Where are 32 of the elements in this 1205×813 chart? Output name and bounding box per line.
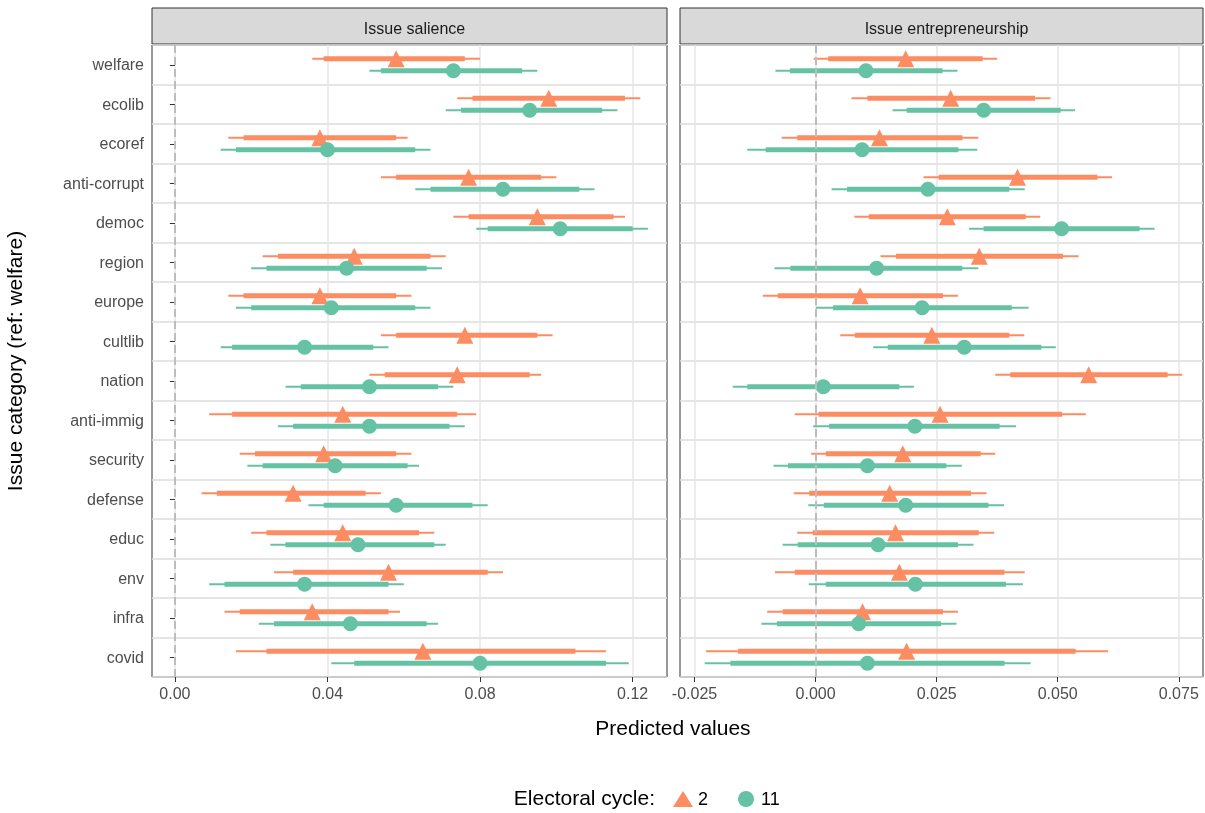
y-tick-label: ecoref: [99, 135, 145, 153]
y-tick-label: cultlib: [103, 332, 145, 350]
y-tick-label: covid: [106, 648, 144, 666]
y-tick-label: defense: [87, 490, 145, 508]
legend-label: 11: [761, 789, 780, 809]
x-tick-label: -0.025: [671, 684, 718, 702]
y-tick-label: ecolib: [102, 95, 145, 113]
x-tick-label: 0.025: [916, 684, 957, 702]
y-axis-title: Issue category (ref: welfare): [3, 230, 26, 492]
legend-title: Electoral cycle:: [513, 785, 655, 809]
y-tick-label: welfare: [91, 56, 145, 74]
y-tick-label: anti-immig: [70, 411, 144, 429]
chart-title: Issue salience: [363, 19, 466, 37]
x-tick-label: 0.00: [159, 684, 191, 702]
y-tick-label: educ: [109, 530, 144, 548]
x-tick-label: 0.08: [464, 684, 496, 702]
chart-title: Issue entrepreneurship: [864, 19, 1029, 37]
y-tick-label: nation: [100, 372, 144, 390]
x-tick-label: 0.075: [1158, 684, 1199, 702]
x-tick-label: 0.000: [795, 684, 836, 702]
y-tick-label: europe: [94, 293, 145, 311]
legend-label: 2: [698, 789, 709, 809]
x-tick-label: 0.04: [311, 684, 344, 702]
x-axis-title: Predicted values: [595, 715, 751, 739]
y-tick-label: anti-corrupt: [63, 174, 145, 192]
y-tick-label: region: [99, 253, 144, 271]
y-tick-label: env: [118, 569, 144, 587]
y-tick-label: security: [88, 451, 144, 469]
x-tick-label: 0.050: [1037, 684, 1078, 702]
y-tick-label: democ: [95, 214, 144, 232]
x-tick-label: 0.12: [617, 684, 649, 702]
y-tick-label: infra: [112, 609, 145, 627]
